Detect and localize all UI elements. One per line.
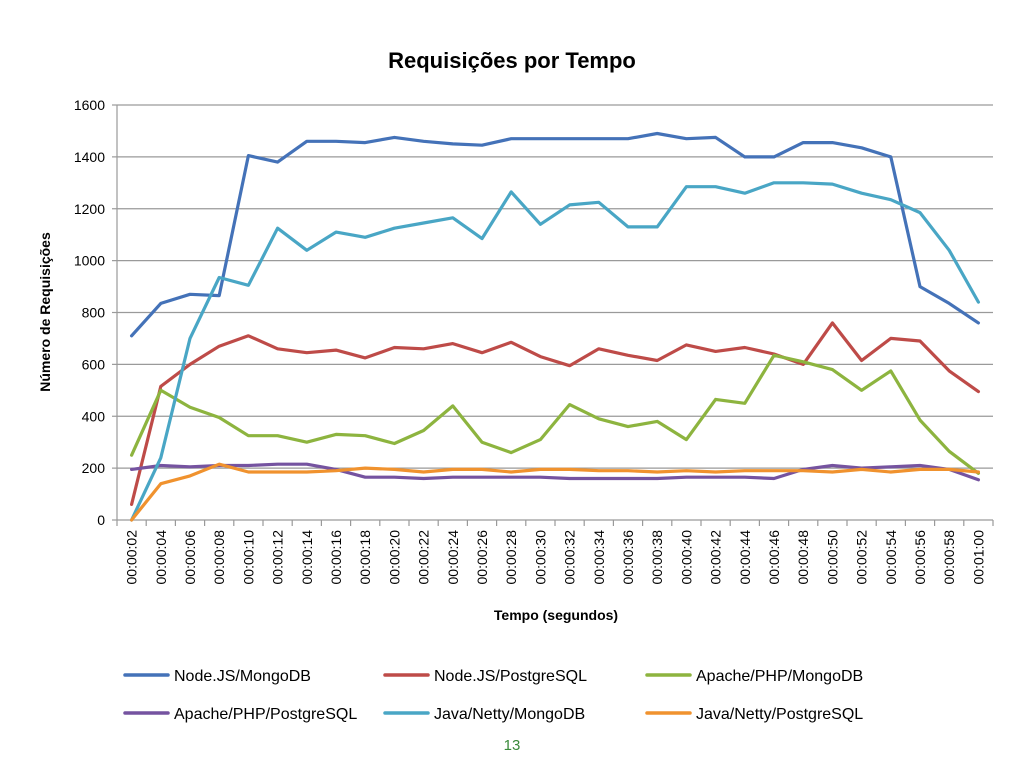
x-tick-label: 00:00:40 (678, 530, 694, 585)
x-tick-label: 00:00:54 (883, 530, 899, 585)
x-tick-label: 00:00:46 (766, 530, 782, 585)
legend-item-java-netty-mongodb: Java/Netty/MongoDB (383, 706, 585, 723)
x-tick-label: 00:00:32 (562, 530, 578, 585)
x-tick-label: 00:00:28 (503, 530, 519, 585)
x-tick-label: 00:00:18 (357, 530, 373, 585)
series-line-apache-php-mongodb (130, 353, 981, 475)
x-tick-label: 00:00:20 (386, 530, 402, 585)
x-tick-label: 00:00:34 (591, 530, 607, 585)
series-line-apache-php-postgresql (130, 462, 981, 482)
legend-label: Java/Netty/PostgreSQL (696, 706, 863, 723)
legend-item-node-js-postgresql: Node.JS/PostgreSQL (383, 668, 587, 685)
x-tick-labels: 00:00:02 00:00:04 00:00:06 00:00:08 00:00:10… (124, 530, 987, 585)
legend-item-apache-php-postgresql: Apache/PHP/PostgreSQL (123, 706, 357, 723)
y-tick-label: 1400 (74, 149, 105, 165)
y-axis-title: Número de Requisições (37, 232, 53, 392)
x-tick-label: 00:01:00 (970, 530, 986, 585)
legend-label: Node.JS/MongoDB (174, 668, 311, 685)
page-number: 13 (504, 737, 521, 754)
y-tick-labels: 0 200 400 600 800 1000 1200 1400 1600 (74, 97, 105, 528)
y-tick-label: 1200 (74, 201, 105, 217)
x-tick-label: 00:00:58 (941, 530, 957, 585)
x-tick-label: 00:00:50 (824, 530, 840, 585)
series-lines (130, 131, 981, 522)
chart-title: Requisições por Tempo (388, 48, 636, 73)
legend-label: Java/Netty/MongoDB (434, 706, 585, 723)
y-tick-label: 600 (82, 356, 106, 372)
x-tick-label: 00:00:02 (124, 530, 140, 585)
legend-label: Node.JS/PostgreSQL (434, 668, 587, 685)
x-tick-label: 00:00:26 (474, 530, 490, 585)
y-tick-label: 800 (82, 305, 106, 321)
x-tick-label: 00:00:10 (240, 530, 256, 585)
y-tick-label: 0 (97, 512, 105, 528)
series-line-java-netty-postgresql (130, 462, 981, 522)
axes (112, 104, 994, 526)
x-tick-label: 00:00:42 (708, 530, 724, 585)
x-tick-label: 00:00:48 (795, 530, 811, 585)
series-line-node-js-postgresql (130, 321, 981, 506)
legend-item-node-js-mongodb: Node.JS/MongoDB (123, 668, 311, 685)
x-tick-label: 00:00:16 (328, 530, 344, 585)
x-tick-label: 00:00:06 (182, 530, 198, 585)
legend-label: Apache/PHP/PostgreSQL (174, 706, 357, 723)
x-tick-label: 00:00:56 (912, 530, 928, 585)
y-tick-label: 1000 (74, 253, 105, 269)
x-tick-label: 00:00:24 (445, 530, 461, 585)
x-tick-label: 00:00:12 (270, 530, 286, 585)
legend: Node.JS/MongoDB Node.JS/PostgreSQL Apache/… (123, 668, 863, 723)
x-tick-label: 00:00:30 (532, 530, 548, 585)
x-tick-label: 00:00:22 (416, 530, 432, 585)
y-tick-label: 1600 (74, 97, 105, 113)
x-tick-label: 00:00:08 (211, 530, 227, 585)
y-tick-label: 400 (82, 408, 106, 424)
series-line-node-js-mongodb (130, 131, 981, 338)
x-tick-label: 00:00:38 (649, 530, 665, 585)
y-tick-label: 200 (82, 460, 106, 476)
series-line-java-netty-mongodb (130, 181, 981, 522)
x-tick-label: 00:00:14 (299, 530, 315, 585)
legend-item-java-netty-postgresql: Java/Netty/PostgreSQL (645, 706, 863, 723)
x-tick-label: 00:00:52 (854, 530, 870, 585)
x-tick-label: 00:00:44 (737, 530, 753, 585)
legend-label: Apache/PHP/MongoDB (696, 668, 863, 685)
x-axis-title: Tempo (segundos) (494, 607, 618, 623)
x-tick-label: 00:00:36 (620, 530, 636, 585)
x-tick-label: 00:00:04 (153, 530, 169, 585)
legend-item-apache-php-mongodb: Apache/PHP/MongoDB (645, 668, 863, 685)
gridlines (117, 104, 993, 469)
